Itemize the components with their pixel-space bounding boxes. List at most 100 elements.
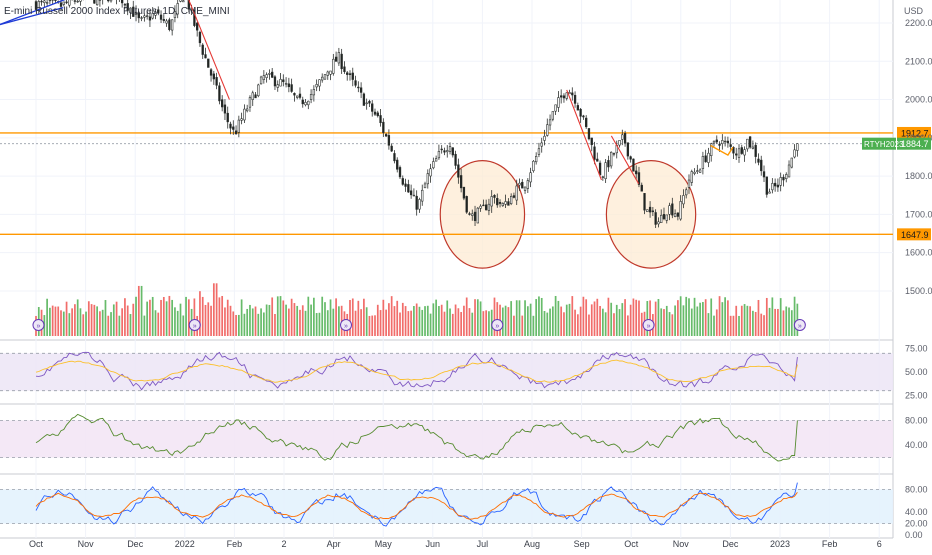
volume-bar (291, 299, 293, 336)
volume-bar (435, 300, 437, 336)
volume-bar (583, 297, 585, 336)
volume-bar (155, 310, 157, 336)
time-axis-label: May (375, 539, 393, 549)
candlestick (93, 0, 95, 4)
volume-bar (102, 310, 104, 336)
volume-bar (363, 299, 365, 336)
volume-bar (227, 300, 229, 336)
volume-bar (416, 304, 418, 337)
volume-bar (746, 306, 748, 336)
volume-bar (752, 311, 754, 336)
volume-bar (580, 307, 582, 336)
oscillator-axis-tick: 75.00 (905, 344, 928, 354)
event-icon[interactable]: » (643, 320, 654, 331)
volume-bar (80, 308, 82, 336)
volume-bar (469, 308, 471, 336)
time-axis-label: Nov (78, 539, 95, 549)
volume-bar (135, 297, 137, 336)
volume-bar (402, 303, 404, 336)
candlestick (791, 158, 793, 169)
volume-bar (635, 300, 637, 336)
oscillator-axis-tick: 25.00 (905, 390, 928, 400)
volume-bar (758, 300, 760, 336)
volume-bar (552, 306, 554, 336)
volume-bar (116, 302, 118, 336)
volume-bar (110, 312, 112, 336)
volume-bar (177, 311, 179, 336)
event-icon[interactable]: » (492, 320, 503, 331)
volume-bar (755, 312, 757, 336)
volume-bar (46, 299, 48, 336)
volume-bar (369, 316, 371, 336)
volume-bar (444, 312, 446, 336)
volume-bar (616, 305, 618, 336)
volume-bar (130, 314, 132, 336)
event-icon[interactable]: » (33, 320, 44, 331)
volume-bar (655, 302, 657, 336)
volume-bar (569, 304, 571, 336)
candlestick (646, 210, 648, 212)
time-axis-label: Jun (426, 539, 441, 549)
volume-bar (321, 297, 323, 336)
volume-bar (783, 310, 785, 336)
volume-bar (624, 299, 626, 336)
pattern-ellipse[interactable] (606, 161, 695, 269)
volume-bar (763, 315, 765, 336)
volume-bar (510, 301, 512, 336)
volume-bar (733, 316, 735, 336)
volume-bar (119, 316, 121, 336)
volume-bar (533, 316, 535, 336)
volume-bar (396, 301, 398, 336)
volume-bar (488, 311, 490, 336)
volume-bar (546, 313, 548, 336)
volume-bar (613, 313, 615, 336)
oscillator-axis-tick: 40.00 (905, 507, 928, 517)
event-icon[interactable]: » (189, 320, 200, 331)
volume-bar (224, 307, 226, 336)
volume-bar (166, 301, 168, 336)
price-axis-tick: 1500.0 (905, 286, 932, 296)
time-axis-label: Nov (673, 539, 690, 549)
time-axis-label: Apr (327, 539, 341, 549)
volume-bar (219, 297, 221, 336)
volume-bar (221, 296, 223, 336)
volume-bar (52, 306, 54, 336)
volume-bar (605, 312, 607, 336)
volume-bar (202, 297, 204, 336)
volume-bar (263, 312, 265, 336)
volume-bar (305, 311, 307, 336)
volume-bar (630, 305, 632, 336)
volume-bar (608, 298, 610, 336)
volume-bar (285, 305, 287, 336)
volume-bar (124, 298, 126, 336)
volume-bar (185, 297, 187, 336)
volume-bar (355, 311, 357, 336)
volume-bar (180, 304, 182, 336)
volume-bar (708, 313, 710, 336)
current-price-label: 1884.7 (901, 139, 929, 149)
volume-bar (619, 309, 621, 336)
volume-bar (766, 298, 768, 336)
time-axis-label: Jul (477, 539, 489, 549)
event-icon[interactable]: » (794, 320, 805, 331)
volume-bar (371, 316, 373, 336)
event-icon[interactable]: » (341, 320, 352, 331)
volume-bar (660, 308, 662, 336)
volume-bar (146, 302, 148, 336)
price-axis-tick: 2200.0 (905, 18, 932, 28)
svg-text:»: » (344, 323, 348, 330)
volume-bar (366, 307, 368, 336)
volume-bar (332, 309, 334, 336)
price-axis-tick: 1600.0 (905, 248, 932, 258)
volume-bar (710, 298, 712, 336)
volume-bar (458, 308, 460, 336)
volume-bar (446, 300, 448, 336)
candlestick (610, 151, 612, 168)
volume-bar (680, 296, 682, 336)
pattern-ellipse[interactable] (440, 161, 524, 269)
volume-bar (421, 310, 423, 336)
volume-bar (519, 300, 521, 336)
time-axis-label: Dec (722, 539, 739, 549)
volume-bar (527, 306, 529, 336)
